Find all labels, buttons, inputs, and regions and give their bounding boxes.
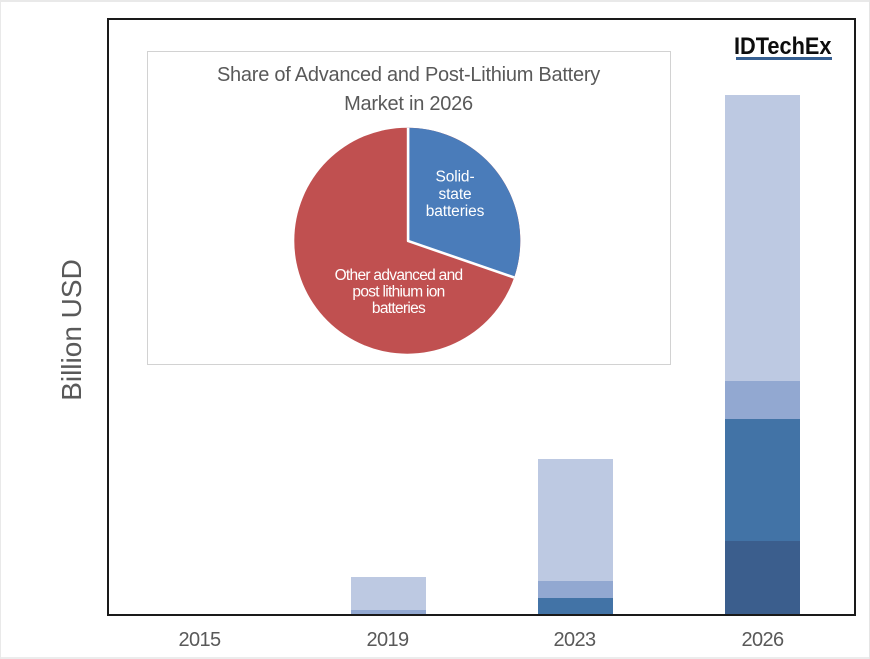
- svg-text:Solid-: Solid-: [435, 168, 474, 185]
- svg-text:state: state: [438, 186, 471, 203]
- svg-text:batteries: batteries: [371, 300, 425, 317]
- svg-text:Other advanced and: Other advanced and: [334, 266, 462, 283]
- svg-text:post lithium ion: post lithium ion: [352, 283, 444, 300]
- svg-text:batteries: batteries: [425, 203, 484, 220]
